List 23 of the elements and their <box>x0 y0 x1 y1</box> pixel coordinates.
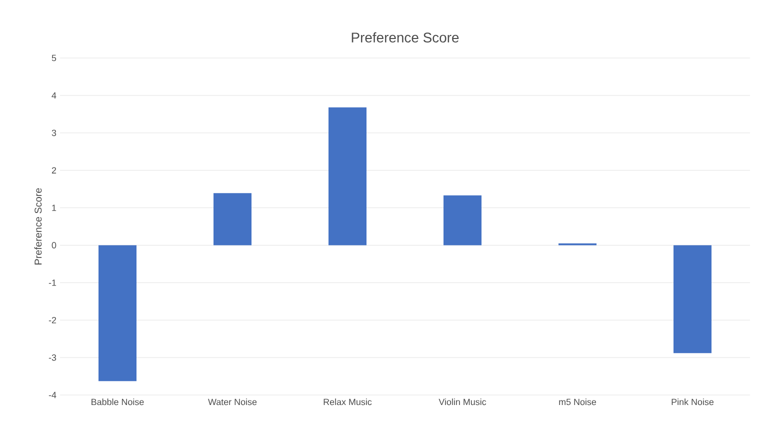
bar <box>214 193 252 246</box>
x-tick-label: Relax Music <box>324 398 372 406</box>
x-tick-label: Pink Noise <box>672 398 714 406</box>
y-tick-label: 4 <box>52 92 56 99</box>
x-tick-label: Violin Music <box>438 398 486 406</box>
x-tick-label: Water Noise <box>208 398 257 406</box>
bar <box>328 107 367 246</box>
bar <box>444 195 482 246</box>
bar <box>674 245 712 354</box>
chart-title: Preference Score <box>352 32 459 43</box>
bar <box>98 245 136 382</box>
y-tick-label: -3 <box>48 354 56 361</box>
y-tick-label: 0 <box>52 242 56 248</box>
y-tick-label: -4 <box>48 392 56 398</box>
y-tick-label: 1 <box>52 204 56 211</box>
y-tick-label: 5 <box>52 54 56 62</box>
y-tick-label: -1 <box>48 280 56 286</box>
y-tick-label: -2 <box>48 316 56 324</box>
y-tick-label: 3 <box>52 130 56 136</box>
x-tick-label: Babble Noise <box>92 398 144 406</box>
y-tick-label: 2 <box>52 167 56 174</box>
y-axis-title: Preference Score <box>34 188 42 264</box>
x-tick-label: m5 Noise <box>559 398 596 406</box>
